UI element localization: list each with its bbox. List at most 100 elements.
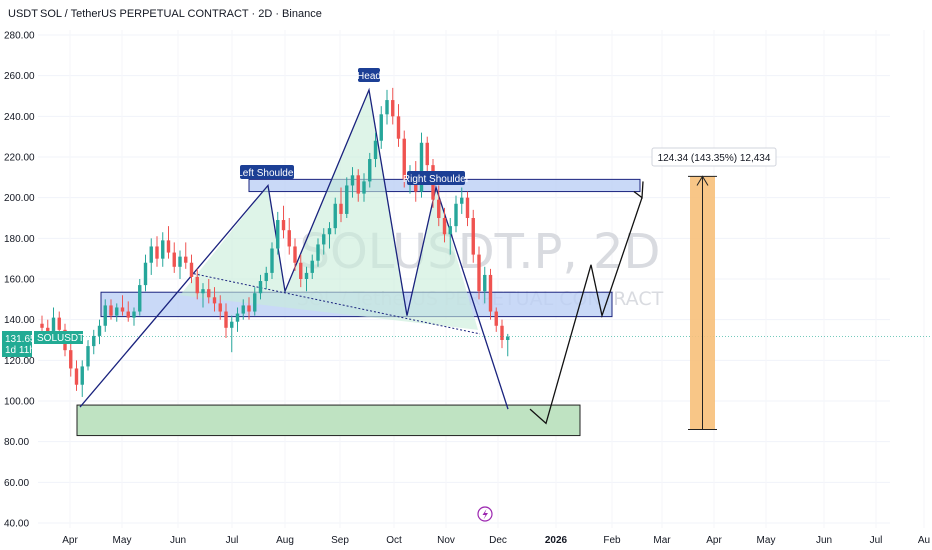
candle (448, 218, 452, 255)
x-tick-label: Feb (603, 535, 621, 546)
candle (316, 238, 320, 267)
head-label-box (358, 68, 380, 82)
candle (138, 279, 142, 316)
candle (218, 295, 222, 320)
candle (281, 205, 286, 239)
y-tick-label: 260.00 (4, 71, 35, 82)
candle (172, 242, 176, 273)
price-tag: 131.65 1d 11h SOLUSDT.P (2, 331, 93, 357)
y-tick-label: 200.00 (4, 193, 35, 204)
candle (132, 307, 136, 326)
candle (339, 187, 343, 223)
left-shoulder-label-box (240, 165, 294, 179)
candle (465, 191, 470, 227)
y-tick-label: 80.00 (4, 437, 29, 448)
x-tick-label: Au (918, 535, 930, 546)
measure-label-box (651, 147, 777, 167)
y-tick-label: 60.00 (4, 478, 29, 489)
x-tick-label: Jun (170, 535, 186, 546)
candle (161, 232, 165, 267)
candle (86, 340, 90, 371)
y-tick-label: 160.00 (4, 275, 35, 286)
candle (327, 222, 332, 249)
candle (253, 287, 257, 316)
x-tick-label: May (757, 535, 776, 546)
candle (310, 254, 314, 279)
candle (258, 274, 263, 300)
currency-label: USDT (8, 8, 38, 20)
candle (224, 303, 228, 338)
price-tag-box (2, 331, 32, 357)
candle (506, 333, 510, 357)
candle (189, 254, 194, 284)
candle (488, 268, 493, 320)
candle (149, 238, 153, 275)
candle (126, 301, 130, 322)
grid (38, 30, 925, 528)
candle (287, 218, 291, 255)
x-tick-label: Jul (870, 535, 883, 546)
pattern (79, 87, 509, 410)
right-shoulder-label-box (407, 171, 465, 185)
candle (276, 211, 280, 255)
candle (270, 242, 274, 279)
candle (74, 360, 79, 391)
x-axis: Apr May Jun Jul Aug Sep Oct Nov Dec 2026 Feb Mar Apr… (62, 535, 930, 546)
candle (120, 295, 125, 316)
candle (391, 87, 395, 125)
candle (362, 173, 366, 202)
candle (143, 254, 148, 292)
y-tick-label: 140.00 (4, 315, 35, 326)
projection-path (529, 197, 643, 425)
x-tick-label: May (113, 535, 132, 546)
chart-title: SOL / TetherUS PERPETUAL CONTRACT · 2D ·… (40, 8, 322, 20)
x-tick-label: Sep (331, 535, 349, 546)
candle (419, 132, 424, 198)
pattern-fill (180, 89, 478, 330)
y-tick-label: 40.00 (4, 519, 29, 530)
candle (345, 177, 349, 218)
candle (322, 228, 326, 255)
neckline-dotted (189, 272, 481, 335)
candle (115, 303, 119, 322)
projection-arrow (633, 181, 644, 199)
candle (350, 167, 355, 198)
x-tick-label: 2026 (545, 535, 568, 546)
x-tick-label: Jul (226, 535, 239, 546)
candle (155, 236, 159, 267)
candle (97, 319, 102, 345)
y-tick-label: 220.00 (4, 153, 35, 164)
candle (92, 329, 96, 355)
left-shoulder-label-text: Left Shoulder (237, 168, 297, 179)
candle (264, 266, 268, 290)
y-axis: 280.00 260.00 240.00 220.00 200.00 180.00 160.… (4, 31, 35, 530)
candle (247, 297, 251, 320)
candle (500, 319, 504, 349)
x-tick-label: Apr (706, 535, 722, 546)
y-tick-label: 120.00 (4, 356, 35, 367)
candle (368, 152, 372, 188)
candle (385, 89, 389, 125)
candle (212, 287, 217, 312)
candle (460, 187, 464, 214)
candle (230, 315, 234, 353)
right-shoulder-label: Right Shoulder (403, 171, 470, 185)
candle (184, 242, 188, 269)
candle (235, 307, 240, 332)
candle (207, 279, 211, 304)
x-tick-label: Aug (276, 535, 294, 546)
x-tick-label: Jun (816, 535, 832, 546)
candle (103, 299, 107, 332)
candle (304, 266, 309, 292)
candle (40, 315, 44, 334)
candle (195, 268, 199, 300)
candle (69, 342, 73, 377)
candle (454, 195, 458, 233)
y-tick-label: 180.00 (4, 234, 35, 245)
right-shoulder-label-text: Right Shoulder (403, 174, 470, 185)
lightning-icon[interactable] (477, 506, 493, 522)
candle (442, 207, 447, 243)
measure-label: 124.34 (143.35%) 12,434 (651, 147, 777, 167)
